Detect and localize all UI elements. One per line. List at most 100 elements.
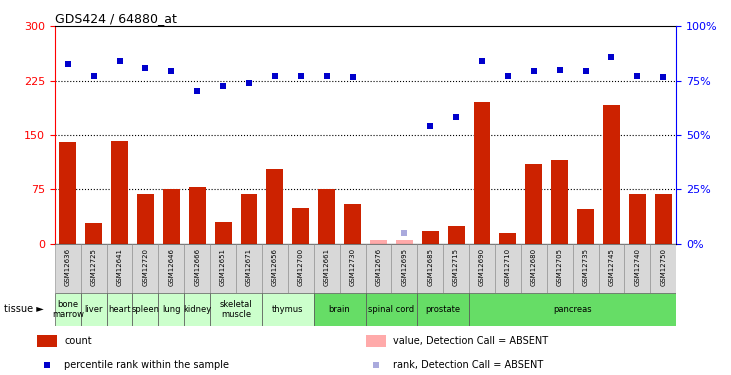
Text: GSM12690: GSM12690 <box>479 248 485 286</box>
Text: bone
marrow: bone marrow <box>52 300 84 319</box>
Bar <box>107 292 132 326</box>
Bar <box>417 244 443 292</box>
Bar <box>267 169 284 244</box>
Bar <box>236 244 262 292</box>
Bar <box>366 244 391 292</box>
Bar <box>159 292 184 326</box>
Text: GSM12671: GSM12671 <box>246 248 252 286</box>
Text: GSM12715: GSM12715 <box>453 248 459 286</box>
Text: GSM12735: GSM12735 <box>583 248 588 286</box>
Bar <box>422 231 439 244</box>
Text: percentile rank within the sample: percentile rank within the sample <box>64 360 230 370</box>
Bar <box>391 244 417 292</box>
Text: rank, Detection Call = ABSENT: rank, Detection Call = ABSENT <box>393 360 544 370</box>
Text: tissue ►: tissue ► <box>4 304 43 314</box>
Bar <box>521 244 547 292</box>
Bar <box>262 292 314 326</box>
Text: thymus: thymus <box>272 305 303 314</box>
Text: lung: lung <box>162 305 181 314</box>
Text: heart: heart <box>108 305 131 314</box>
Bar <box>55 292 80 326</box>
Bar <box>603 105 620 244</box>
Text: spinal cord: spinal cord <box>368 305 414 314</box>
Bar <box>292 207 309 244</box>
Text: GSM12641: GSM12641 <box>116 248 123 286</box>
Bar <box>551 160 568 244</box>
Text: GSM12661: GSM12661 <box>324 248 330 286</box>
Bar <box>184 244 211 292</box>
Bar <box>163 189 180 244</box>
Bar <box>37 335 57 347</box>
Bar <box>443 244 469 292</box>
Text: GSM12680: GSM12680 <box>531 248 537 286</box>
Bar <box>240 195 257 244</box>
Bar <box>547 244 572 292</box>
Bar <box>262 244 288 292</box>
Text: GSM12666: GSM12666 <box>194 248 200 286</box>
Text: GSM12636: GSM12636 <box>65 248 71 286</box>
Text: GSM12740: GSM12740 <box>635 248 640 286</box>
Text: pancreas: pancreas <box>553 305 592 314</box>
Text: GSM12656: GSM12656 <box>272 248 278 286</box>
Bar <box>370 240 387 244</box>
Bar <box>288 244 314 292</box>
Bar <box>80 244 107 292</box>
Bar <box>107 244 132 292</box>
Bar <box>495 244 520 292</box>
Bar <box>86 224 102 244</box>
Bar <box>211 292 262 326</box>
Text: GSM12700: GSM12700 <box>298 248 304 286</box>
Text: GSM12745: GSM12745 <box>608 248 615 285</box>
Bar <box>655 195 672 244</box>
Text: GSM12651: GSM12651 <box>220 248 226 286</box>
Bar <box>59 142 76 244</box>
Bar <box>344 204 361 244</box>
Text: count: count <box>64 336 92 346</box>
Text: liver: liver <box>84 305 103 314</box>
Bar <box>396 240 413 244</box>
Bar <box>318 189 335 244</box>
Text: kidney: kidney <box>183 305 211 314</box>
Text: GSM12646: GSM12646 <box>168 248 174 286</box>
Text: GSM12720: GSM12720 <box>143 248 148 286</box>
Bar <box>132 244 159 292</box>
Text: GSM12710: GSM12710 <box>505 248 511 286</box>
Bar <box>599 244 624 292</box>
Bar <box>137 195 154 244</box>
Text: spleen: spleen <box>132 305 159 314</box>
Text: skeletal
muscle: skeletal muscle <box>220 300 252 319</box>
Bar <box>215 222 232 244</box>
Bar <box>366 335 386 347</box>
Bar <box>111 141 128 244</box>
Text: GSM12750: GSM12750 <box>660 248 666 286</box>
Bar <box>132 292 159 326</box>
Text: prostate: prostate <box>425 305 461 314</box>
Text: GSM12676: GSM12676 <box>376 248 382 286</box>
Bar <box>469 292 676 326</box>
Text: GSM12695: GSM12695 <box>401 248 407 286</box>
Bar <box>447 226 464 244</box>
Bar <box>417 292 469 326</box>
Bar <box>184 292 211 326</box>
Text: GSM12705: GSM12705 <box>557 248 563 286</box>
Bar <box>55 244 80 292</box>
Text: value, Detection Call = ABSENT: value, Detection Call = ABSENT <box>393 336 548 346</box>
Bar <box>624 244 651 292</box>
Bar <box>314 244 340 292</box>
Bar <box>629 195 645 244</box>
Text: GSM12730: GSM12730 <box>349 248 355 286</box>
Bar <box>189 187 205 244</box>
Bar <box>211 244 236 292</box>
Bar <box>159 244 184 292</box>
Text: brain: brain <box>329 305 350 314</box>
Bar <box>314 292 366 326</box>
Bar <box>366 292 417 326</box>
Text: GSM12725: GSM12725 <box>91 248 96 285</box>
Bar <box>499 233 516 244</box>
Bar <box>474 102 491 244</box>
Bar <box>340 244 366 292</box>
Text: GSM12685: GSM12685 <box>427 248 433 286</box>
Bar <box>577 209 594 244</box>
Bar <box>572 244 599 292</box>
Text: GDS424 / 64880_at: GDS424 / 64880_at <box>55 12 177 25</box>
